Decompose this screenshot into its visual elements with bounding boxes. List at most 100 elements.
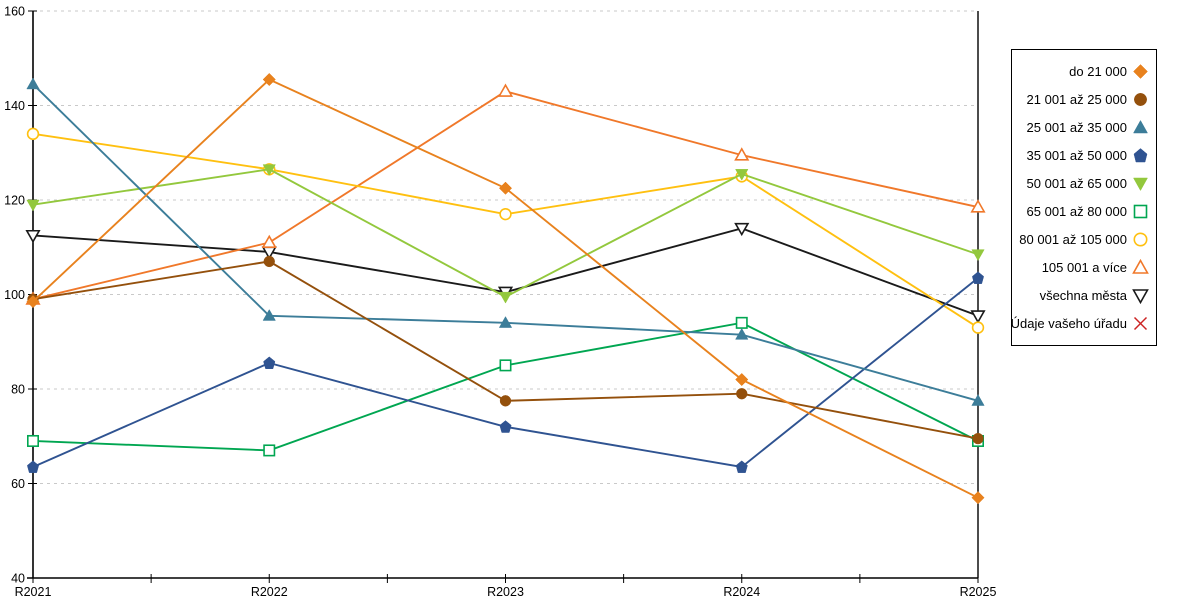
- triangle-up-marker-icon: [498, 316, 513, 328]
- legend-item: 65 001 až 80 000: [1016, 203, 1149, 220]
- x-axis-label: R2022: [251, 585, 288, 599]
- series-triangle-down: [25, 222, 986, 324]
- series-circle: [27, 255, 984, 445]
- circle-marker-icon: [263, 255, 275, 268]
- triangle-down-marker-icon: [26, 199, 40, 212]
- triangle-down-marker-icon: [735, 169, 749, 181]
- triangle-up-marker-icon: [26, 77, 40, 90]
- legend-item: 50 001 až 65 000: [1016, 175, 1149, 192]
- triangle-down-marker-icon: [734, 222, 750, 237]
- legend-x-marker-icon: [1133, 316, 1148, 331]
- circle-marker-icon: [972, 432, 984, 445]
- y-axis-label: 80: [11, 383, 25, 397]
- triangle-down-marker-icon: [498, 291, 513, 304]
- triangle-up-marker-icon: [262, 309, 276, 321]
- legend-label: 65 001 až 80 000: [1026, 203, 1127, 219]
- triangle-up-marker-icon: [261, 234, 277, 249]
- circle-marker-icon: [499, 207, 512, 221]
- legend-label: 21 001 až 25 000: [1026, 91, 1127, 107]
- series-line: [32, 90, 979, 301]
- x-axis-label: R2021: [15, 585, 52, 599]
- circle-marker-icon: [971, 321, 985, 334]
- square-marker-icon: [26, 434, 39, 447]
- series-triangle-down: [26, 164, 985, 304]
- square-marker-icon: [1133, 204, 1148, 219]
- diamond-marker-icon: [498, 181, 513, 195]
- triangle-down-marker-icon: [1133, 177, 1148, 192]
- x-axis-label: R2023: [487, 585, 524, 599]
- series-triangle-up: [25, 83, 986, 305]
- pentagon-marker-icon: [499, 420, 512, 433]
- series-line: [32, 277, 979, 468]
- legend-item: 105 001 a více: [1016, 259, 1149, 276]
- legend-label: Údaje vašeho úřadu: [1010, 315, 1127, 331]
- legend-item: 35 001 až 50 000: [1016, 147, 1149, 164]
- triangle-up-marker-icon: [497, 83, 514, 97]
- diamond-marker-icon: [1133, 64, 1148, 79]
- legend-label: 80 001 až 105 000: [1019, 231, 1127, 247]
- legend-triangle-down-marker-icon: [1133, 177, 1148, 192]
- legend-item: Údaje vašeho úřadu: [1011, 315, 1149, 332]
- circle-marker-icon: [1133, 232, 1148, 247]
- y-axis-label: 120: [4, 194, 25, 208]
- triangle-down-marker-icon: [25, 229, 41, 244]
- square-marker-icon: [263, 444, 276, 457]
- diamond-marker-icon: [735, 372, 749, 387]
- legend-triangle-down-marker-icon: [1132, 289, 1149, 304]
- triangle-down-marker-icon: [970, 310, 986, 324]
- legend-label: 35 001 až 50 000: [1026, 147, 1127, 163]
- legend-item: všechna města: [1016, 287, 1149, 304]
- diamond-marker-icon: [971, 491, 985, 505]
- diamond-marker-icon: [262, 72, 276, 87]
- legend-item: 80 001 až 105 000: [1016, 231, 1149, 248]
- legend-label: 105 001 a více: [1041, 259, 1127, 275]
- triangle-up-marker-icon: [734, 147, 750, 161]
- legend-item: do 21 000: [1016, 63, 1149, 80]
- x-axis-label: R2025: [960, 585, 997, 599]
- triangle-down-marker-icon: [262, 164, 276, 176]
- pentagon-marker-icon: [735, 460, 748, 473]
- circle-marker-icon: [736, 388, 748, 400]
- series-line: [32, 83, 979, 402]
- legend-triangle-up-marker-icon: [1132, 259, 1149, 274]
- legend-square-marker-icon: [1133, 204, 1148, 219]
- circle-marker-icon: [1134, 93, 1147, 106]
- legend-pentagon-marker-icon: [1133, 148, 1148, 163]
- legend-label: všechna města: [1039, 287, 1127, 303]
- y-axis-label: 40: [11, 572, 25, 586]
- legend-diamond-marker-icon: [1133, 64, 1148, 79]
- triangle-down-marker-icon: [971, 249, 985, 262]
- triangle-down-marker-icon: [1132, 289, 1149, 304]
- legend-label: do 21 000: [1069, 63, 1127, 79]
- triangle-up-marker-icon: [1133, 119, 1148, 134]
- square-marker-icon: [499, 359, 512, 372]
- y-axis-label: 60: [11, 477, 25, 491]
- triangle-up-marker-icon: [971, 394, 985, 406]
- series-pentagon: [27, 271, 984, 473]
- pentagon-marker-icon: [1133, 148, 1148, 163]
- chart-legend: do 21 000 21 001 až 25 000 25 001 až 35 00…: [1011, 49, 1157, 346]
- triangle-up-marker-icon: [735, 327, 749, 340]
- diamond-marker-icon: [26, 295, 40, 309]
- x-marker-icon: [1133, 316, 1148, 331]
- circle-marker-icon: [26, 127, 40, 141]
- y-axis-label: 100: [4, 288, 25, 302]
- series-square: [26, 316, 984, 457]
- pentagon-marker-icon: [972, 271, 984, 284]
- legend-label: 50 001 až 65 000: [1026, 175, 1127, 191]
- legend-circle-marker-icon: [1133, 232, 1148, 247]
- legend-circle-marker-icon: [1134, 93, 1147, 106]
- legend-label: 25 001 až 35 000: [1026, 119, 1127, 135]
- series-triangle-up: [26, 77, 985, 406]
- circle-marker-icon: [499, 395, 512, 407]
- x-axis-label: R2024: [723, 585, 760, 599]
- legend-item: 25 001 až 35 000: [1016, 119, 1149, 136]
- legend-triangle-up-marker-icon: [1133, 119, 1148, 134]
- series-diamond: [26, 72, 985, 505]
- triangle-up-marker-icon: [970, 199, 986, 213]
- square-marker-icon: [735, 316, 748, 329]
- triangle-up-marker-icon: [1132, 259, 1149, 274]
- y-axis-label: 140: [4, 99, 25, 113]
- pentagon-marker-icon: [263, 356, 276, 369]
